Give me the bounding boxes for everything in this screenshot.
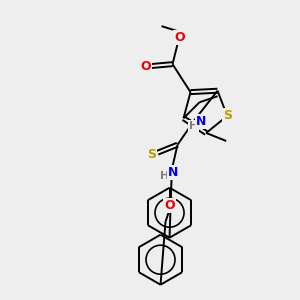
Text: S: S [223,110,232,122]
Text: H: H [189,121,198,131]
Text: O: O [164,199,175,212]
Text: H: H [160,171,169,181]
Text: O: O [140,60,151,73]
Text: O: O [174,31,185,44]
Text: S: S [147,148,156,161]
Text: N: N [168,166,179,179]
Text: N: N [196,115,207,128]
